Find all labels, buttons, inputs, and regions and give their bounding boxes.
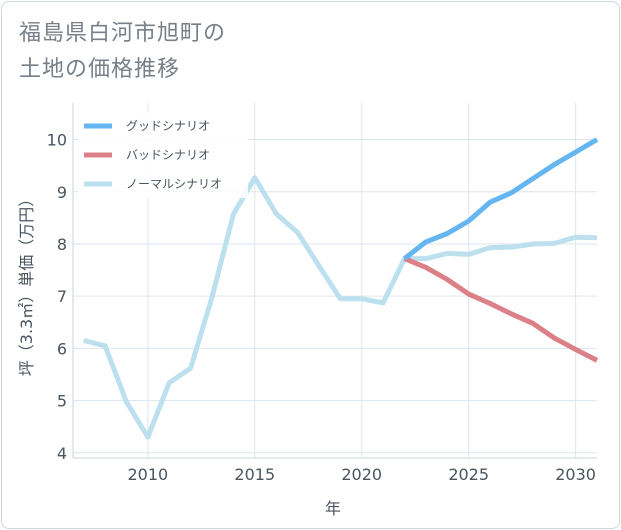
y-tick-label: 6 [57, 339, 67, 358]
y-tick-label: 9 [57, 183, 67, 202]
y-tick-label: 10 [47, 131, 67, 150]
x-tick-label: 2010 [127, 465, 168, 484]
series-line-1 [402, 137, 599, 261]
x-axis-label: 年 [325, 499, 341, 518]
x-tick-label: 2025 [448, 465, 489, 484]
chart-title: 福島県白河市旭町の 土地の価格推移 [19, 16, 439, 88]
axes: 4 5 6 7 8 9 10 2010 2015 2020 2025 2030 [47, 103, 597, 484]
legend-label: グッドシナリオ [126, 119, 210, 133]
series-line-3 [83, 175, 598, 440]
y-tick-label: 8 [57, 235, 67, 254]
y-axis-label: 坪（3.3㎡）単価（万円） [17, 191, 36, 376]
x-tick-label: 2030 [555, 465, 596, 484]
series-line-2 [403, 256, 599, 363]
x-tick-label: 2015 [234, 465, 275, 484]
y-tick-label: 5 [57, 392, 67, 411]
legend-label: ノーマルシナリオ [126, 177, 222, 191]
x-tick-label: 2020 [341, 465, 382, 484]
y-tick-label: 4 [57, 444, 67, 463]
chart-title-line1: 福島県白河市旭町の [19, 21, 227, 46]
y-tick-label: 7 [57, 287, 67, 306]
chart-title-line2: 土地の価格推移 [19, 57, 181, 82]
legend-label: バッドシナリオ [126, 148, 210, 162]
series-lines [83, 137, 599, 440]
